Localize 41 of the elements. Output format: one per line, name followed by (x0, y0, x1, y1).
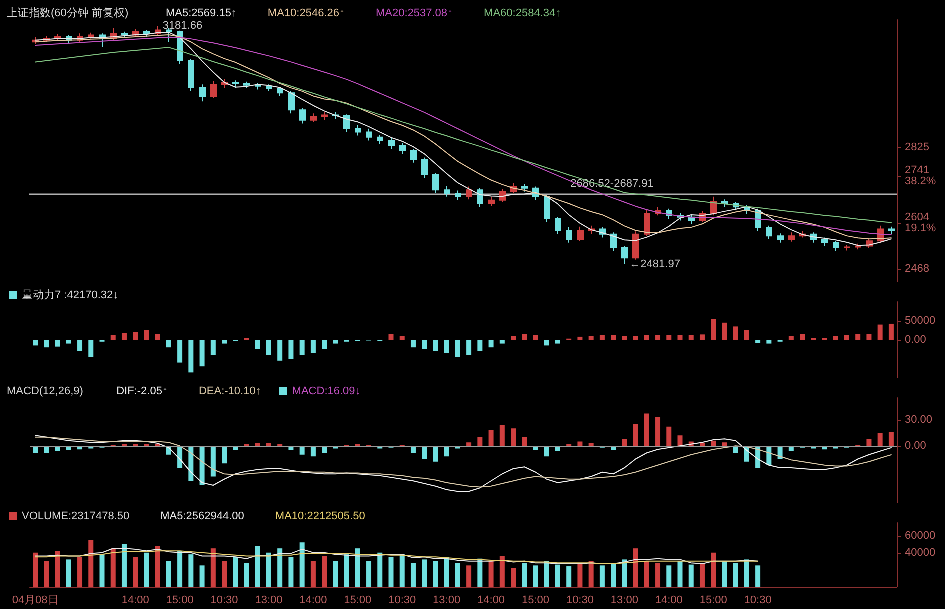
y-tick-label: 2825 (905, 142, 930, 154)
x-tick-label: 15:00 (522, 594, 550, 606)
legend-label: 量动力7 :42170.32↓ (22, 288, 119, 302)
x-tick-label: 13:00 (610, 594, 638, 606)
annotation: ←2481.97 (630, 258, 680, 270)
y-tick-label: 2468 (905, 263, 930, 276)
x-tick-label: 15:00 (700, 594, 728, 606)
y-tick-label: 30.00 (905, 414, 933, 426)
x-tick-label: 10:30 (388, 594, 416, 606)
x-tick-label: 04月08日 (12, 594, 59, 606)
legend-label: MACD:16.09↓ (292, 386, 361, 398)
y-tick-label: 40000 (905, 546, 936, 559)
chart-title: 上证指数(60分钟 前复权) (7, 6, 129, 20)
text: DIF:-2.05↑ (116, 386, 168, 398)
x-tick-label: 14:00 (655, 594, 683, 606)
y-tick-label: 0.00 (905, 440, 926, 452)
x-tick-label: 15:00 (344, 594, 372, 606)
x-tick-label: 10:30 (566, 594, 594, 606)
y-tick-label: 0.00 (905, 334, 926, 346)
text: MA10:2212505.50 (275, 510, 366, 522)
x-tick-label: 14:00 (300, 594, 328, 606)
y-tick-label: 50000 (905, 315, 936, 327)
x-tick-label: 13:00 (255, 594, 283, 606)
text: MA10:2546.26↑ (268, 8, 345, 20)
series-label: MA5:2569.15↑ (166, 8, 237, 20)
x-tick-label: 15:00 (166, 594, 194, 606)
x-tick-label: 10:30 (744, 594, 772, 606)
text: DEA:-10.10↑ (198, 386, 262, 398)
y-tick-label: 2604 19.1% (905, 211, 936, 234)
x-tick-label: 10:30 (210, 594, 238, 606)
text: MA5:2562944.00 (160, 510, 244, 522)
x-tick-label: 13:00 (433, 594, 461, 606)
text: MA60:2584.34↑ (484, 8, 562, 20)
annotation: 3181.66 (162, 20, 203, 32)
x-tick-label: 14:00 (478, 594, 506, 606)
legend-label: VOLUME:2317478.50 (22, 510, 130, 522)
y-tick-label: 60000 (905, 530, 936, 542)
y-tick-label: 2741 38.2% (905, 164, 936, 188)
chart-title: MACD(12,26,9) (7, 386, 84, 398)
text: MA20:2537.08↑ (376, 8, 454, 20)
x-tick-label: 14:00 (122, 594, 150, 606)
